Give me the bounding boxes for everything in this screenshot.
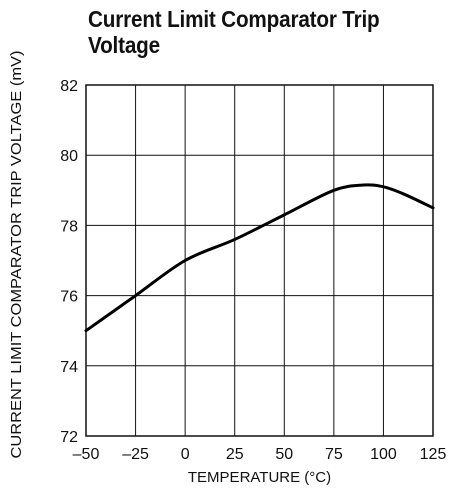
x-tick-label: 50 bbox=[275, 446, 293, 463]
series-line-0 bbox=[84, 183, 435, 333]
y-tick-label: 74 bbox=[60, 359, 78, 376]
y-tick-label: 82 bbox=[60, 78, 78, 95]
series-layer bbox=[84, 183, 435, 333]
y-tick-label: 80 bbox=[60, 148, 78, 165]
y-tick-label: 72 bbox=[60, 429, 78, 446]
y-tick-label: 76 bbox=[60, 289, 78, 306]
y-axis-label: CURRENT LIMIT COMPARATOR TRIP VOLTAGE (m… bbox=[8, 51, 25, 459]
y-tick-label: 78 bbox=[60, 218, 78, 235]
y-tick-labels: 72 74 76 78 80 82 bbox=[60, 78, 78, 446]
grid-lines bbox=[86, 85, 433, 436]
x-tick-labels: –50 –25 0 25 50 75 100 125 bbox=[73, 446, 447, 463]
x-tick-label: 125 bbox=[420, 446, 447, 463]
x-tick-label: –25 bbox=[122, 446, 149, 463]
plot-border bbox=[85, 84, 434, 437]
x-tick-label: 100 bbox=[370, 446, 397, 463]
x-axis-label: TEMPERATURE (°C) bbox=[188, 469, 331, 486]
chart-title: Current Limit Comparator Trip Voltage bbox=[88, 6, 380, 58]
x-tick-label: 25 bbox=[226, 446, 244, 463]
x-tick-label: 0 bbox=[181, 446, 190, 463]
plot-frame bbox=[85, 84, 434, 437]
x-tick-label: 75 bbox=[325, 446, 343, 463]
x-tick-label: –50 bbox=[73, 446, 100, 463]
